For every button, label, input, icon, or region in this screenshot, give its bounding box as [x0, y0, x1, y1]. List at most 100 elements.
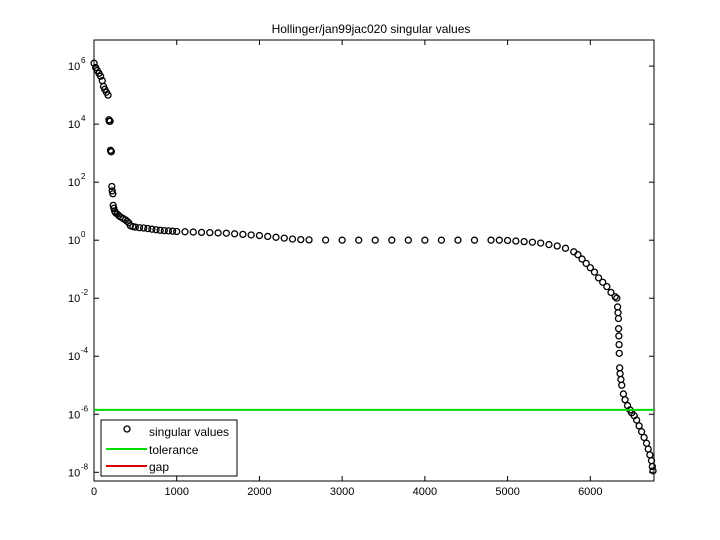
- legend-marker-singular-values: [123, 425, 131, 433]
- chart-title: Hollinger/jan99jac020 singular values: [272, 22, 471, 36]
- data-point: [537, 239, 545, 247]
- y-tick-exponent: -6: [81, 404, 89, 413]
- data-point: [615, 349, 623, 357]
- data-point: [108, 182, 116, 191]
- data-point: [173, 227, 181, 236]
- x-tick-label: 2000: [247, 486, 271, 498]
- data-point: [338, 236, 346, 244]
- data-point: [247, 231, 255, 239]
- data-point: [197, 228, 206, 237]
- data-point: [586, 264, 594, 272]
- data-point: [272, 233, 280, 241]
- legend-label-gap: gap: [149, 460, 169, 474]
- data-point: [148, 225, 156, 233]
- data-point: [297, 235, 305, 244]
- data-point: [590, 268, 599, 276]
- y-tick-exponent: 4: [81, 114, 86, 123]
- data-point: [454, 236, 462, 244]
- y-tick-label: 10: [68, 235, 80, 247]
- y-tick-label: 10: [68, 293, 80, 305]
- y-tick-exponent: -2: [81, 288, 89, 297]
- data-point: [618, 381, 626, 389]
- legend: singular values tolerance gap: [100, 419, 238, 477]
- data-point: [222, 229, 230, 237]
- data-point: [108, 187, 116, 195]
- y-tick-label: 10: [68, 61, 80, 73]
- plot-frame: [93, 39, 655, 482]
- data-point: [632, 416, 641, 424]
- data-point: [614, 325, 623, 333]
- data-point: [553, 242, 561, 250]
- x-tick-label: 6000: [578, 486, 602, 498]
- data-point: [607, 288, 615, 297]
- data-point: [649, 467, 657, 475]
- data-point: [594, 274, 603, 282]
- data-point: [107, 148, 116, 156]
- data-point: [421, 236, 429, 244]
- x-tick-label: 5000: [495, 486, 519, 498]
- data-point: [578, 255, 586, 263]
- data-point: [470, 236, 479, 244]
- data-point: [545, 240, 553, 249]
- legend-label-singular-values: singular values: [149, 425, 229, 439]
- data-point: [96, 72, 105, 80]
- data-point: [181, 228, 189, 236]
- y-tick-exponent: 2: [81, 172, 86, 181]
- data-point: [640, 433, 648, 442]
- y-tick-exponent: 6: [81, 56, 86, 65]
- data-point: [239, 230, 247, 239]
- data-point: [144, 224, 152, 233]
- data-point: [152, 226, 160, 234]
- data-point: [305, 236, 313, 244]
- y-tick-exponent: -4: [81, 346, 89, 355]
- y-tick-label: 10: [68, 409, 80, 421]
- data-point: [255, 231, 264, 240]
- data-point: [131, 223, 140, 231]
- data-point: [637, 428, 646, 436]
- data-point: [561, 244, 570, 252]
- x-tick-label: 1000: [164, 486, 188, 498]
- x-tick-label: 3000: [330, 486, 354, 498]
- data-point: [214, 229, 222, 237]
- data-point: [582, 259, 590, 268]
- data-point: [371, 236, 379, 244]
- data-point: [288, 235, 297, 243]
- data-point: [611, 293, 619, 301]
- data-point: [599, 278, 607, 286]
- data-point: [520, 237, 528, 246]
- y-tick-label: 10: [68, 351, 80, 363]
- data-point: [230, 230, 239, 238]
- data-point: [321, 236, 330, 244]
- data-point: [613, 294, 621, 302]
- data-point: [503, 236, 512, 245]
- axis-ticks: 0 1000 2000 3000 4000 5000 600010610410210010-…: [68, 40, 654, 498]
- data-point: [135, 224, 144, 232]
- data-point: [264, 232, 272, 241]
- data-point: [487, 236, 495, 244]
- y-tick-label: 10: [68, 119, 80, 131]
- y-tick-label: 10: [68, 467, 80, 479]
- data-point: [160, 226, 168, 235]
- data-point: [621, 396, 629, 404]
- data-point: [615, 340, 623, 349]
- legend-label-tolerance: tolerance: [149, 443, 199, 457]
- data-point: [156, 226, 164, 234]
- data-point: [206, 228, 214, 237]
- data-point: [388, 236, 396, 244]
- data-point: [648, 462, 656, 471]
- data-point: [168, 227, 177, 235]
- x-tick-label: 0: [91, 486, 97, 498]
- y-tick-exponent: -8: [81, 462, 89, 471]
- data-point: [280, 234, 288, 242]
- data-point: [437, 236, 446, 244]
- data-point: [189, 228, 197, 236]
- data-point: [614, 314, 623, 323]
- data-point: [615, 332, 623, 340]
- data-points: [90, 59, 657, 475]
- y-tick-exponent: 0: [81, 230, 86, 239]
- data-point: [104, 91, 112, 99]
- data-point: [603, 282, 611, 291]
- data-point: [106, 117, 114, 125]
- data-point: [635, 422, 643, 430]
